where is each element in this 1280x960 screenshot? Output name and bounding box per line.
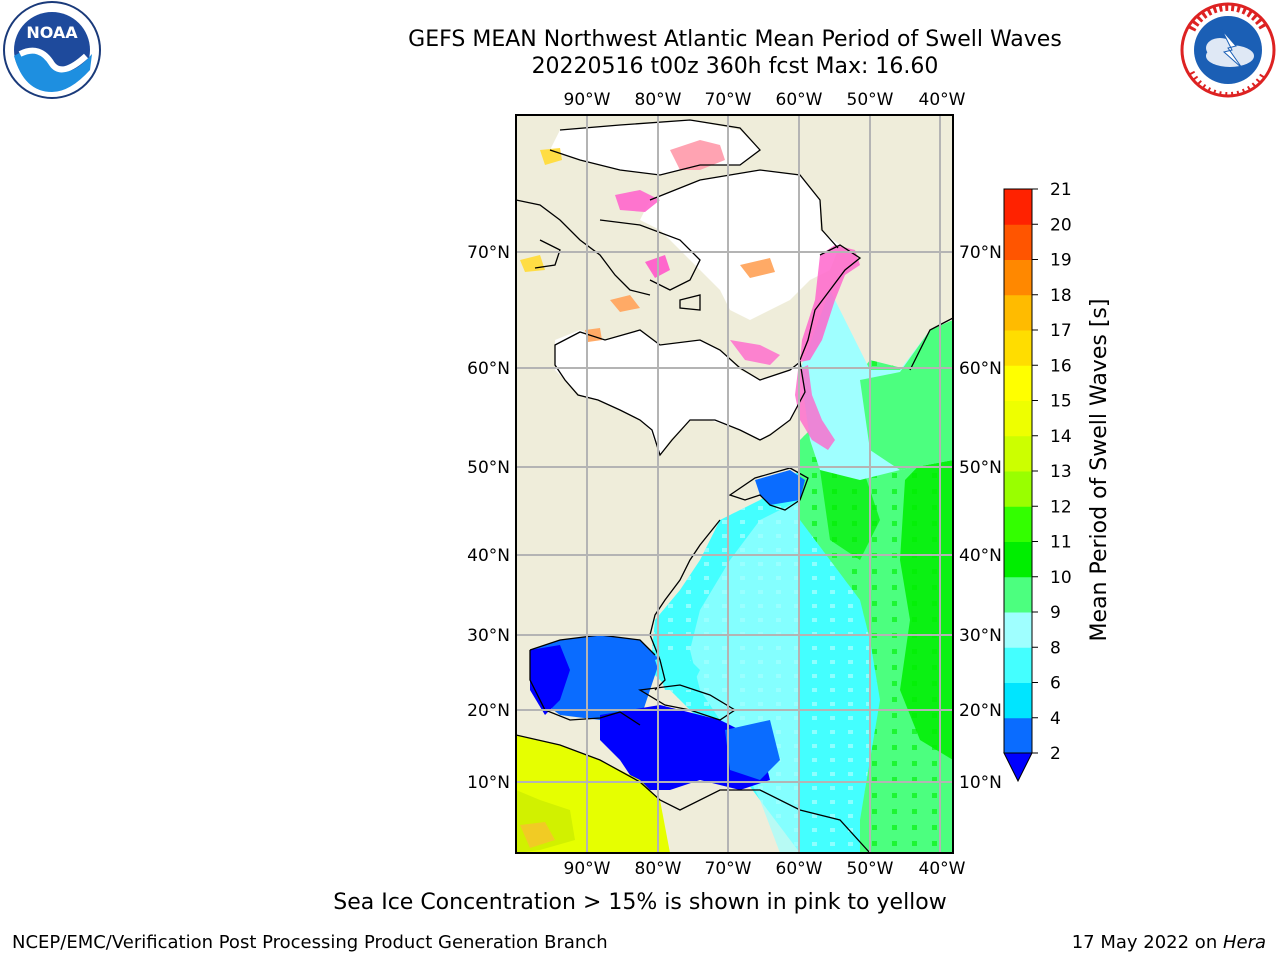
colorbar-tick-label: 16: [1050, 356, 1072, 376]
colorbar-tick-label: 8: [1050, 638, 1061, 658]
colorbar-tick-label: 9: [1050, 603, 1061, 623]
lon-labels-top: 90°W 80°W 70°W 60°W 50°W 40°W: [564, 90, 966, 110]
lat-label: 30°N: [959, 626, 1002, 646]
lat-label: 70°N: [959, 243, 1002, 263]
lat-label: 20°N: [467, 701, 510, 721]
colorbar-tick-label: 10: [1050, 568, 1072, 588]
lon-label: 60°W: [776, 90, 823, 110]
footer-date-text: 17 May 2022 on: [1071, 932, 1223, 953]
lon-label: 70°W: [705, 90, 752, 110]
map-frame: [515, 114, 954, 854]
lat-label: 30°N: [467, 626, 510, 646]
lat-label: 50°N: [467, 458, 510, 478]
lon-label: 60°W: [776, 859, 823, 879]
swell-field: [530, 290, 953, 853]
lat-labels-left: 70°N 60°N 50°N 40°N 30°N 20°N 10°N: [467, 243, 510, 793]
lat-label: 40°N: [467, 546, 510, 566]
colorbar-segment: [1004, 612, 1032, 648]
colorbar-tick-label: 15: [1050, 392, 1072, 412]
colorbar-segment: [1004, 717, 1032, 754]
colorbar-segment: [1004, 506, 1032, 542]
lon-labels-bottom: 90°W 80°W 70°W 60°W 50°W 40°W: [564, 859, 966, 879]
lon-label: 50°W: [847, 859, 894, 879]
colorbar-tick-label: 2: [1050, 744, 1061, 764]
colorbar-tick-label: 6: [1050, 674, 1061, 694]
sea-ice: [520, 140, 860, 450]
colorbar-segment: [1004, 576, 1032, 613]
colorbar-segment: [1004, 541, 1032, 578]
colorbar-under-arrow: [1003, 752, 1033, 783]
colorbar: 2 4 6 8 9 10 11 12 13 14 15 16 17 18 19 20 21: [1003, 180, 1072, 783]
colorbar-tick-label: 4: [1050, 709, 1061, 729]
colorbar-segment: [1004, 400, 1032, 437]
lon-label: 40°W: [919, 90, 966, 110]
nws-logo: [1180, 2, 1276, 98]
lat-label: 10°N: [959, 773, 1002, 793]
colorbar-segment: [1004, 224, 1032, 260]
colorbar-tick-label: 21: [1050, 180, 1072, 200]
lat-label: 40°N: [959, 546, 1002, 566]
map-panel: [516, 115, 953, 853]
colorbar-segment: [1004, 435, 1032, 472]
lon-label: 90°W: [564, 90, 611, 110]
colorbar-tick-label: 17: [1050, 321, 1072, 341]
colorbar-segment: [1004, 330, 1032, 366]
graticule: [516, 115, 953, 853]
footer-host: Hera: [1222, 932, 1266, 953]
chart-subtitle: 20220516 t00z 360h fcst Max: 16.60: [531, 54, 939, 79]
lat-label: 20°N: [959, 701, 1002, 721]
lat-label: 70°N: [467, 243, 510, 263]
colorbar-segment: [1004, 365, 1032, 401]
colorbar-tick-label: 12: [1050, 497, 1072, 517]
colorbar-segment: [1004, 471, 1032, 507]
lon-label: 70°W: [705, 859, 752, 879]
lon-label: 80°W: [635, 859, 682, 879]
colorbar-label: Mean Period of Swell Waves [s]: [1087, 299, 1112, 642]
colorbar-tick-label: 18: [1050, 286, 1072, 306]
colorbar-tick-label: 13: [1050, 462, 1072, 482]
colorbar-segment: [1004, 259, 1032, 296]
noaa-logo-text: NOAA: [26, 23, 78, 42]
footer-date: 17 May 2022 on Hera: [1072, 932, 1266, 953]
noaa-logo: NOAA: [3, 1, 101, 99]
colorbar-tick-label: 14: [1050, 427, 1072, 447]
colorbar-tick-label: 19: [1050, 251, 1072, 271]
lon-label: 80°W: [635, 90, 682, 110]
lon-label: 90°W: [564, 859, 611, 879]
sea-ice-caption: Sea Ice Concentration > 15% is shown in …: [333, 890, 947, 915]
chart-title: GEFS MEAN Northwest Atlantic Mean Period…: [408, 27, 1062, 52]
colorbar-segment: [1004, 294, 1032, 331]
colorbar-segment: [1004, 647, 1032, 683]
colorbar-segment: [1004, 189, 1032, 225]
lat-label: 60°N: [959, 359, 1002, 379]
lat-label: 60°N: [467, 359, 510, 379]
colorbar-tick-label: 11: [1050, 533, 1072, 553]
lon-label: 40°W: [919, 859, 966, 879]
colorbar-segment: [1004, 682, 1032, 719]
colorbar-tick-label: 20: [1050, 215, 1072, 235]
lat-label: 10°N: [467, 773, 510, 793]
lat-labels-right: 70°N 60°N 50°N 40°N 30°N 20°N 10°N: [959, 243, 1002, 793]
lon-label: 50°W: [847, 90, 894, 110]
lat-label: 50°N: [959, 458, 1002, 478]
footer-branch: NCEP/EMC/Verification Post Processing Pr…: [12, 932, 608, 953]
